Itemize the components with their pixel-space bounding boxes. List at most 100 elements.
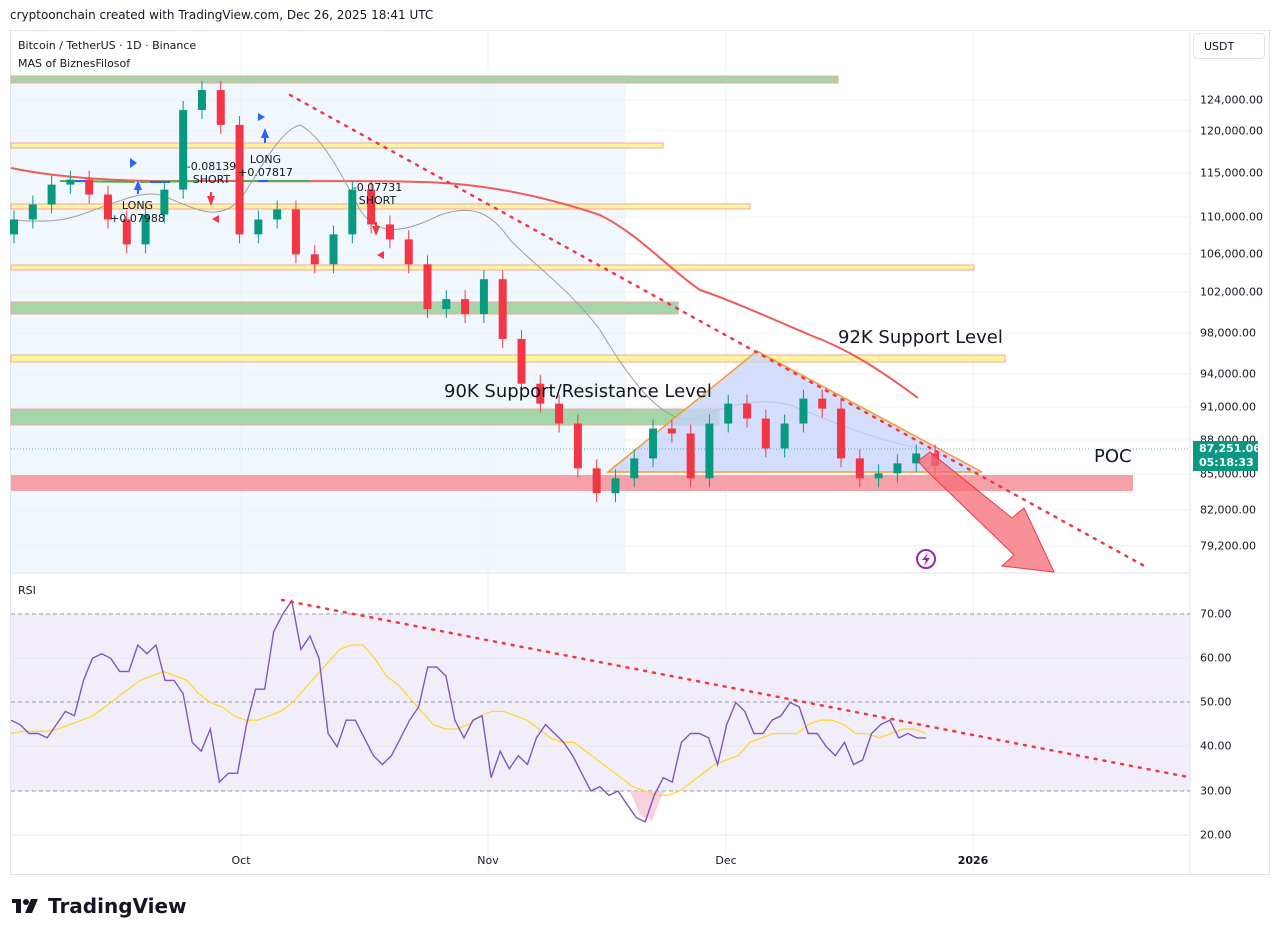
annotation-92k[interactable]: 92K Support Level [838, 327, 1003, 348]
price-tick: 110,000.00 [1200, 210, 1263, 224]
candle [348, 189, 357, 235]
price-tick: 91,000.00 [1200, 400, 1256, 414]
candle [893, 463, 902, 474]
candle [818, 398, 827, 409]
lightning-icon[interactable] [916, 549, 936, 569]
chart-frame [10, 30, 1270, 875]
annotation-poc[interactable]: POC [1094, 446, 1132, 467]
candle [385, 224, 394, 240]
candle [85, 179, 94, 195]
candle [235, 124, 244, 235]
rsi-line [10, 598, 926, 823]
candle [47, 184, 56, 205]
currency-button[interactable]: USDT [1193, 33, 1265, 59]
candle [780, 423, 789, 449]
price-tick: 79,200.00 [1200, 539, 1256, 553]
time-tick: Nov [477, 854, 499, 867]
time-tick: Oct [231, 854, 251, 867]
rsi-tick: 30.00 [1200, 784, 1232, 798]
candle [743, 403, 752, 419]
candle [404, 239, 413, 265]
trade-label: LONG +0.07988 [110, 199, 165, 225]
indicator-title[interactable]: MAS of BiznesFilosof [18, 57, 131, 70]
chart-caption: cryptoonchain created with TradingView.c… [10, 8, 434, 22]
candle [479, 279, 488, 315]
candle [573, 423, 582, 469]
trade-label: LONG +0.07817 [238, 153, 293, 179]
candle [874, 473, 883, 479]
tradingview-logo[interactable]: TradingView [12, 894, 187, 918]
candle [310, 254, 319, 265]
current-price-tag: 87,251.06 05:18:33 [1193, 441, 1261, 471]
candle [799, 398, 808, 424]
zones [10, 75, 1133, 491]
candle [197, 90, 206, 110]
rsi-trendline [280, 598, 1190, 779]
annotation-90k[interactable]: 90K Support/Resistance Level [444, 381, 712, 402]
candle [122, 219, 131, 245]
time-tick: Dec [715, 854, 737, 867]
candle [461, 299, 470, 315]
price-tick: 82,000.00 [1200, 503, 1256, 517]
candle [536, 383, 545, 404]
candle [555, 403, 564, 424]
symbol-title[interactable]: Bitcoin / TetherUS · 1D · Binance [18, 39, 197, 52]
candle [28, 204, 37, 220]
candle [423, 264, 432, 310]
rsi-title[interactable]: RSI [18, 584, 36, 597]
candle [442, 299, 451, 310]
candle [160, 189, 169, 215]
candle [216, 90, 225, 125]
candle [667, 428, 676, 434]
candle [611, 478, 620, 494]
rsi-tick: 20.00 [1200, 828, 1232, 842]
tradingview-logo-icon [12, 899, 38, 913]
price-trendline [288, 93, 1150, 570]
price-tick: 102,000.00 [1200, 285, 1263, 299]
price-tick: 120,000.00 [1200, 124, 1263, 138]
candle [498, 279, 507, 339]
price-tick: 115,000.00 [1200, 166, 1263, 180]
candles [10, 81, 939, 503]
price-tick: 124,000.00 [1200, 93, 1263, 107]
candle [103, 194, 112, 220]
bearish-arrow-icon [917, 451, 1055, 573]
candle [10, 219, 18, 235]
trade-label: -0.07731 SHORT [352, 181, 403, 207]
tradingview-logo-text: TradingView [48, 894, 187, 918]
candle [179, 109, 188, 190]
candle [141, 214, 150, 245]
rsi-tick: 60.00 [1200, 651, 1232, 665]
candle [291, 209, 300, 255]
candle [705, 423, 714, 479]
candle [517, 338, 526, 384]
rsi-tick: 40.00 [1200, 739, 1232, 753]
price-tick: 106,000.00 [1200, 247, 1263, 261]
rsi-ma-line [10, 644, 927, 797]
candle [329, 234, 338, 265]
chart-legend: Bitcoin / TetherUS · 1D · Binance MAS of… [18, 37, 196, 73]
descending-triangle [605, 350, 983, 473]
current-price-value: 87,251.06 [1199, 442, 1261, 455]
candle [649, 428, 658, 459]
candle [855, 458, 864, 479]
candle [912, 453, 921, 464]
candle [761, 418, 770, 449]
candle [837, 408, 846, 459]
candle [367, 189, 376, 225]
candle [254, 219, 263, 235]
bar-countdown: 05:18:33 [1199, 456, 1254, 469]
price-tick: 94,000.00 [1200, 367, 1256, 381]
history-shade [11, 75, 626, 572]
candle [630, 458, 639, 479]
rsi-tick: 50.00 [1200, 695, 1232, 709]
candle [686, 433, 695, 479]
time-tick: 2026 [957, 854, 989, 867]
rsi-tick: 70.00 [1200, 607, 1232, 621]
trade-label: -0.08139 SHORT [186, 160, 237, 186]
candle [724, 403, 733, 424]
price-tick: 98,000.00 [1200, 326, 1256, 340]
candle [66, 179, 75, 185]
candle [273, 209, 282, 220]
